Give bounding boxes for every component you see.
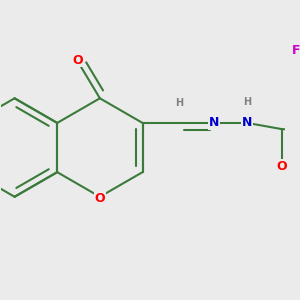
Text: O: O [94, 191, 105, 205]
Text: H: H [176, 98, 184, 108]
Text: O: O [276, 160, 287, 172]
Text: O: O [72, 54, 83, 67]
Text: H: H [243, 97, 251, 107]
Text: N: N [209, 116, 219, 129]
Text: F: F [292, 44, 300, 57]
Text: N: N [242, 116, 252, 129]
